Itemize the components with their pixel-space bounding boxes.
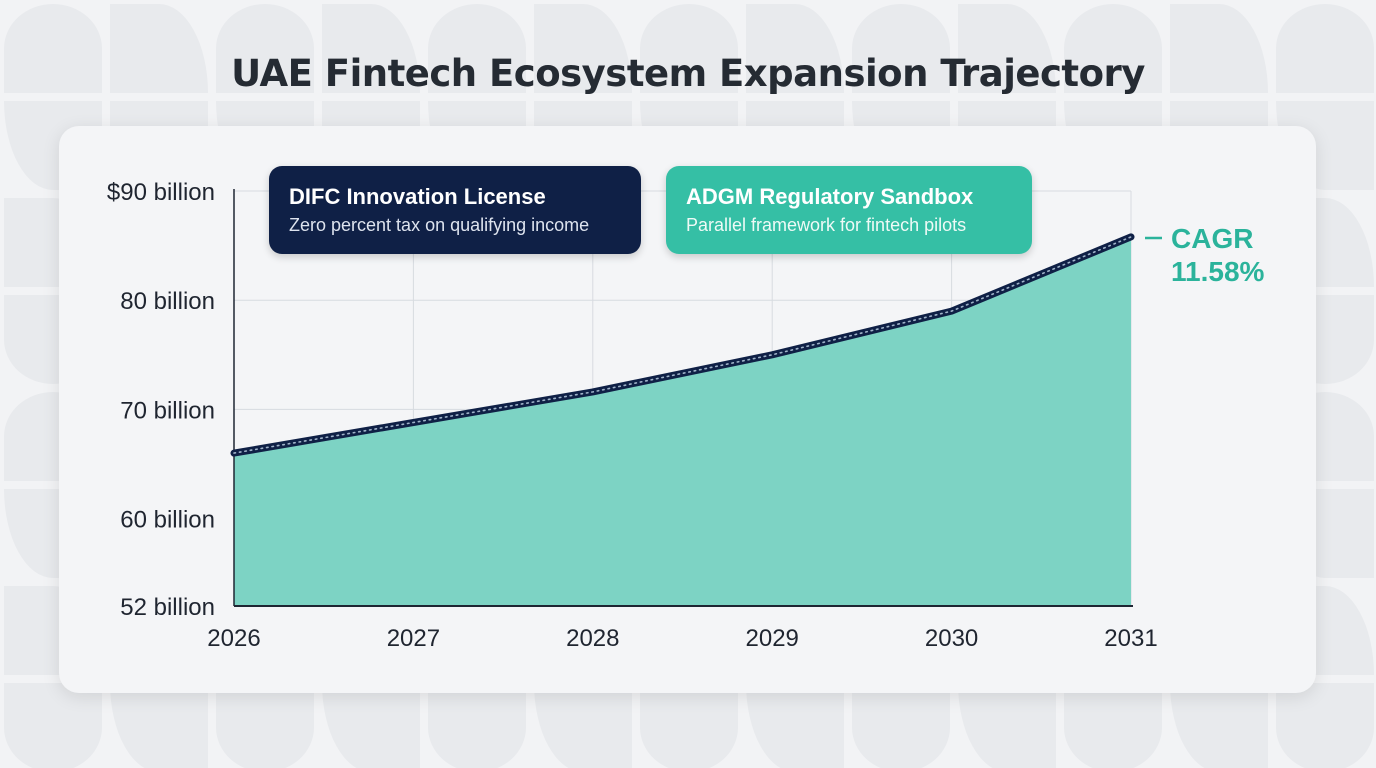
y-tick-label: 70 billion bbox=[120, 397, 215, 424]
background-shape bbox=[746, 4, 844, 93]
background-shape bbox=[1064, 3, 1162, 93]
x-tick-label: 2027 bbox=[387, 625, 440, 652]
y-tick-label: 80 billion bbox=[120, 288, 215, 315]
series-area bbox=[234, 236, 1131, 606]
background-shape bbox=[852, 3, 950, 93]
x-tick-label: 2030 bbox=[925, 625, 978, 652]
cagr-label: CAGR bbox=[1171, 223, 1254, 254]
background-shape bbox=[1276, 3, 1374, 93]
difc-callout-subtitle: Zero percent tax on qualifying income bbox=[289, 215, 590, 235]
adgm-callout-title: ADGM Regulatory Sandbox bbox=[686, 184, 974, 209]
y-tick-label: 52 billion bbox=[120, 594, 215, 621]
x-tick-label: 2031 bbox=[1104, 625, 1157, 652]
y-tick-label: 60 billion bbox=[120, 507, 215, 534]
background-shape bbox=[427, 3, 526, 93]
background-shape bbox=[216, 3, 314, 93]
background-shape bbox=[216, 683, 314, 768]
background-shape bbox=[1276, 683, 1374, 768]
background-shape bbox=[534, 683, 632, 768]
cagr-annotation: CAGR 11.58% bbox=[1171, 222, 1264, 288]
background-shape bbox=[4, 683, 102, 768]
background-shape bbox=[428, 683, 526, 768]
background-shape bbox=[852, 683, 950, 768]
adgm-callout: ADGM Regulatory Sandbox Parallel framewo… bbox=[666, 166, 1032, 254]
background-shape bbox=[640, 683, 738, 768]
background-shape bbox=[110, 683, 208, 768]
background-shape bbox=[322, 683, 420, 768]
adgm-callout-subtitle: Parallel framework for fintech pilots bbox=[686, 215, 967, 235]
background-shape bbox=[640, 3, 738, 93]
background-shape bbox=[534, 4, 632, 93]
background-shape bbox=[1170, 683, 1268, 768]
x-tick-label: 2028 bbox=[566, 625, 619, 652]
background-shape bbox=[1064, 683, 1162, 768]
background-shape bbox=[746, 683, 844, 768]
x-tick-label: 2026 bbox=[207, 625, 260, 652]
x-tick-label: 2029 bbox=[746, 625, 799, 652]
background-shape bbox=[4, 3, 102, 93]
background-shape bbox=[322, 4, 420, 93]
background-shape bbox=[1170, 4, 1268, 93]
difc-callout-title: DIFC Innovation License bbox=[289, 184, 546, 209]
cagr-value: 11.58% bbox=[1171, 256, 1265, 287]
background-shape bbox=[958, 683, 1056, 768]
y-tick-label: $90 billion bbox=[107, 179, 215, 206]
background-shape bbox=[958, 4, 1056, 93]
difc-callout: DIFC Innovation License Zero percent tax… bbox=[269, 166, 641, 254]
background-shape bbox=[110, 4, 208, 93]
series-line-highlight bbox=[233, 236, 1132, 454]
chart-title: UAE Fintech Ecosystem Expansion Trajecto… bbox=[231, 52, 1145, 95]
